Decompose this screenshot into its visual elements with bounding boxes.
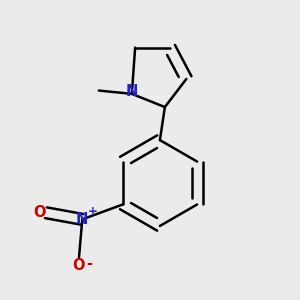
- Text: +: +: [88, 205, 98, 218]
- Text: O: O: [73, 258, 85, 273]
- Text: N: N: [126, 84, 138, 99]
- Text: N: N: [76, 212, 88, 227]
- Text: O: O: [33, 205, 46, 220]
- Text: -: -: [86, 256, 92, 271]
